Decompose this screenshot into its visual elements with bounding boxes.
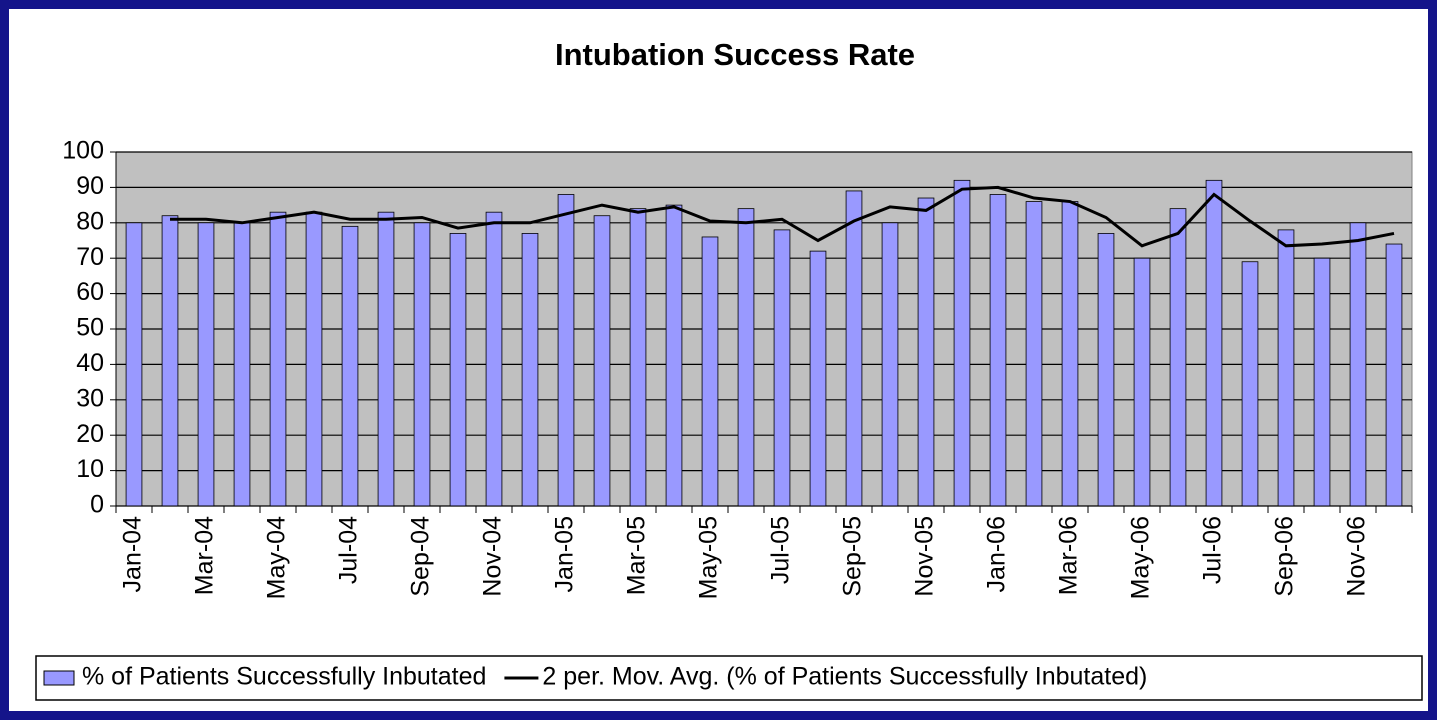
bar (1025, 201, 1043, 507)
y-tick-label: 60 (76, 278, 104, 306)
bar (485, 211, 503, 507)
x-tick-label: Sep-05 (839, 516, 867, 597)
x-tick-label: May-06 (1127, 516, 1155, 599)
bar (593, 215, 611, 507)
legend-label: % of Patients Successfully Inbutated (82, 663, 486, 691)
bar (1385, 243, 1403, 507)
moving-average-line (170, 185, 1395, 248)
bar (665, 204, 683, 507)
x-tick-label: Sep-06 (1271, 516, 1299, 597)
bar (773, 229, 791, 507)
bar (521, 233, 539, 507)
bar (845, 190, 863, 507)
bar (737, 208, 755, 507)
bar (1349, 222, 1367, 507)
bar (809, 250, 827, 507)
bar (1241, 261, 1259, 507)
bar (701, 236, 719, 507)
y-tick-label: 10 (76, 455, 104, 483)
y-tick-label: 70 (76, 243, 104, 271)
x-tick-label: Mar-06 (1055, 516, 1083, 595)
bar (341, 225, 359, 507)
y-tick-label: 30 (76, 384, 104, 412)
y-tick-label: 80 (76, 207, 104, 235)
x-tick-label: May-05 (695, 516, 723, 599)
chart-title: Intubation Success Rate (555, 37, 915, 72)
y-tick-label: 90 (76, 172, 104, 200)
bar (557, 194, 575, 507)
bar (269, 211, 287, 507)
x-tick-label: Nov-05 (911, 516, 939, 597)
bar (629, 208, 647, 507)
x-tick-label: Jul-05 (767, 516, 795, 584)
bar (449, 233, 467, 507)
x-tick-label: Jan-06 (983, 516, 1011, 592)
bar (953, 179, 971, 507)
bar (161, 215, 179, 507)
bar (1277, 229, 1295, 507)
legend-label: 2 per. Mov. Avg. (% of Patients Successf… (542, 663, 1147, 691)
x-tick-label: Jul-04 (335, 516, 363, 584)
x-tick-label: Jan-05 (551, 516, 579, 592)
bar (377, 211, 395, 507)
bar (1205, 179, 1223, 507)
bar (197, 222, 215, 507)
y-tick-label: 40 (76, 349, 104, 377)
x-tick-label: Sep-04 (407, 516, 435, 597)
x-tick-label: Mar-04 (191, 516, 219, 595)
bar (1133, 257, 1151, 507)
y-tick-label: 20 (76, 420, 104, 448)
bar (1097, 233, 1115, 507)
bar (881, 222, 899, 507)
x-tick-label: Nov-04 (479, 516, 507, 597)
x-tick-label: Nov-06 (1343, 516, 1371, 597)
bar (413, 222, 431, 507)
bar (989, 194, 1007, 507)
x-tick-label: Jan-04 (119, 516, 147, 593)
bar (1169, 208, 1187, 507)
y-tick-label: 100 (62, 137, 104, 165)
bar (1061, 201, 1079, 507)
bar (305, 211, 323, 507)
x-tick-label: May-04 (263, 516, 291, 599)
bar (233, 222, 251, 507)
bar (917, 197, 935, 507)
x-tick-label: Mar-05 (623, 516, 651, 595)
y-tick-label: 50 (76, 314, 104, 342)
x-tick-label: Jul-06 (1199, 516, 1227, 584)
bar (125, 222, 143, 507)
y-tick-label: 0 (90, 491, 104, 519)
bar (1313, 257, 1331, 507)
legend-box (35, 655, 1423, 701)
legend-swatch (43, 670, 75, 686)
